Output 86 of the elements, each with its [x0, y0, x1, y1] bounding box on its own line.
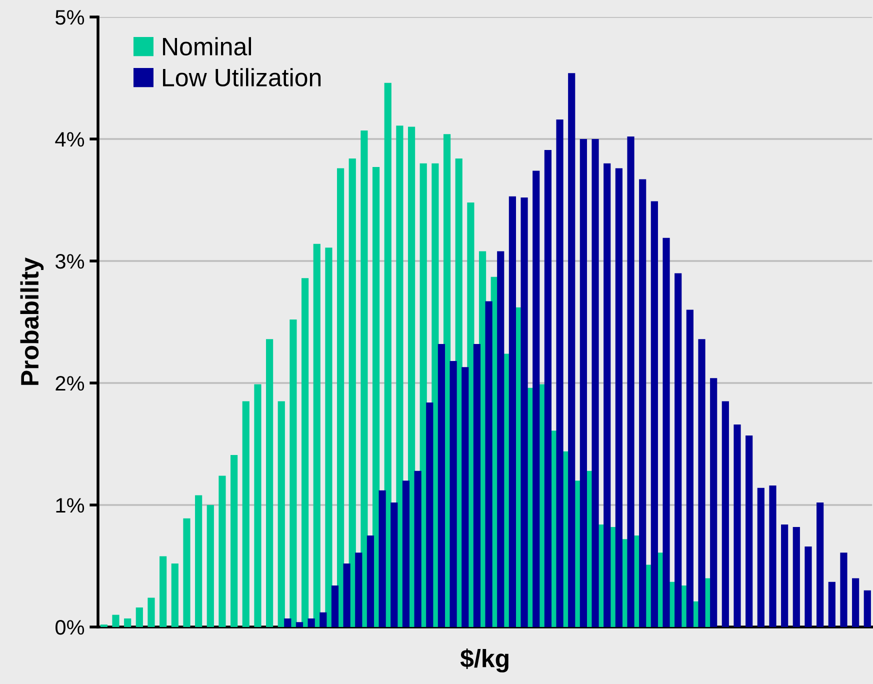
bar	[804, 546, 812, 627]
bar	[438, 344, 446, 627]
bar	[792, 526, 800, 627]
bar	[462, 367, 469, 627]
bar	[218, 476, 226, 627]
bar	[296, 622, 304, 627]
bar	[278, 401, 285, 627]
bar	[402, 480, 410, 627]
bar	[160, 556, 167, 627]
bar	[722, 401, 729, 627]
y-tick-label: 4%	[55, 132, 84, 147]
bar	[408, 126, 416, 627]
bar	[816, 502, 824, 627]
bar	[757, 488, 764, 627]
y-tick-label: 3%	[55, 254, 84, 269]
bar	[148, 598, 155, 627]
y-tick-label: 5%	[56, 10, 84, 25]
bar	[568, 73, 576, 627]
bar	[195, 495, 202, 627]
bar	[290, 320, 297, 627]
bar	[414, 470, 422, 627]
bar	[746, 435, 753, 627]
bar	[230, 454, 238, 627]
bar	[254, 384, 262, 627]
bar	[331, 586, 339, 627]
bar	[348, 158, 356, 627]
bar	[302, 278, 309, 627]
bar	[355, 552, 362, 627]
bar	[343, 564, 350, 627]
bar	[769, 485, 776, 627]
bar	[852, 578, 860, 627]
bar	[124, 618, 132, 627]
bar	[864, 590, 871, 627]
bar	[112, 614, 120, 627]
bar	[450, 361, 457, 627]
bar	[426, 402, 434, 627]
bar	[627, 136, 634, 627]
y-tick-label: 1%	[56, 498, 84, 513]
bar	[592, 139, 599, 627]
bar	[325, 248, 332, 627]
bar	[396, 126, 404, 627]
bar	[734, 424, 741, 627]
bar	[206, 505, 214, 627]
bar	[360, 130, 368, 627]
bar	[532, 170, 540, 627]
bar	[840, 552, 848, 627]
bar	[242, 401, 250, 627]
bar	[308, 618, 315, 627]
bar	[366, 536, 374, 627]
bar	[698, 339, 706, 627]
bar	[284, 618, 292, 627]
bar	[662, 238, 670, 627]
bar	[313, 244, 320, 627]
bar	[136, 607, 143, 627]
bar	[615, 168, 622, 627]
bar	[520, 198, 528, 627]
bar	[266, 339, 274, 627]
bar	[372, 167, 380, 627]
bar	[384, 82, 392, 627]
bar	[183, 518, 190, 627]
bar	[508, 196, 516, 627]
bar	[580, 139, 587, 627]
bar	[320, 612, 327, 627]
bar	[497, 251, 504, 627]
bar	[686, 310, 694, 627]
bar	[781, 524, 788, 627]
bar	[639, 179, 646, 627]
bar	[710, 378, 718, 627]
bar	[650, 201, 658, 627]
bar	[828, 582, 836, 627]
bar	[674, 273, 682, 627]
bar	[544, 150, 552, 627]
y-tick-label: 0%	[56, 620, 84, 635]
x-axis-title: $/kg	[460, 648, 508, 672]
y-tick-label: 2%	[56, 376, 84, 391]
bar	[604, 163, 611, 627]
bar	[378, 490, 386, 627]
bar	[556, 119, 564, 627]
legend-label: Low Utilization	[163, 68, 321, 86]
bar	[336, 168, 344, 627]
bar	[473, 344, 481, 627]
bar	[390, 502, 398, 627]
bar	[485, 301, 492, 627]
legend-label: Nominal	[163, 37, 252, 56]
bar	[171, 564, 178, 627]
y-axis-title: Probability	[20, 258, 44, 385]
